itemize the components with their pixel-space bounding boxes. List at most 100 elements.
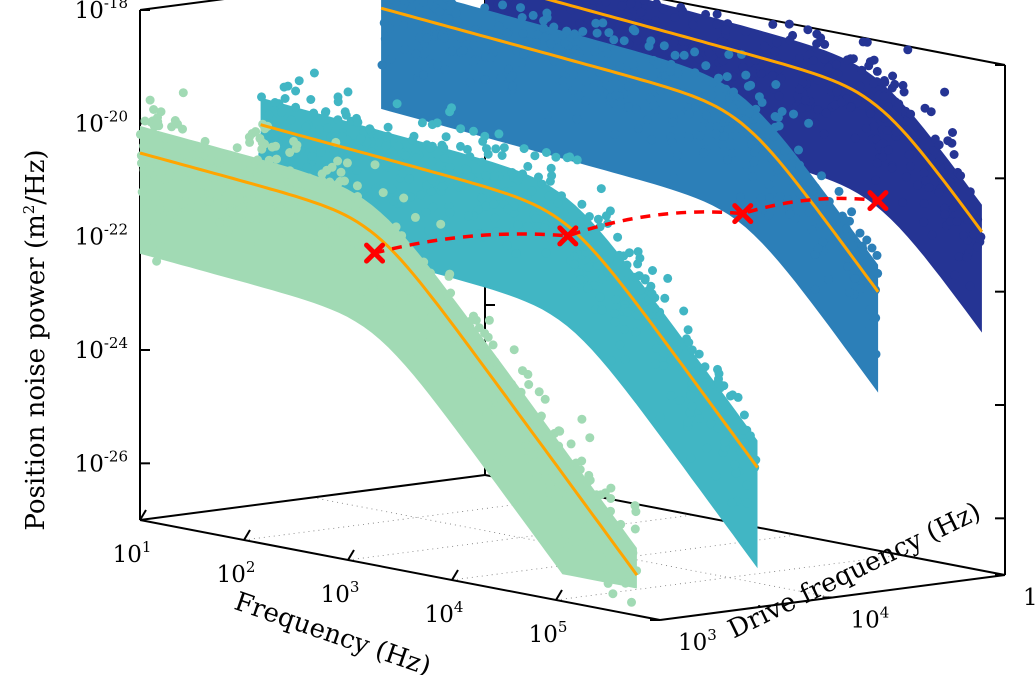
data-point bbox=[610, 129, 620, 139]
data-point bbox=[797, 103, 806, 113]
data-point bbox=[549, 56, 559, 66]
data-point bbox=[448, 340, 458, 350]
data-point bbox=[584, 233, 594, 243]
data-point bbox=[493, 453, 503, 463]
data-point bbox=[624, 248, 634, 258]
data-point bbox=[660, 293, 670, 303]
data-point bbox=[327, 162, 337, 172]
data-point bbox=[770, 112, 780, 121]
data-point bbox=[309, 68, 319, 78]
data-point bbox=[869, 78, 879, 88]
data-point bbox=[422, 33, 432, 43]
data-point bbox=[401, 151, 410, 160]
data-point bbox=[416, 190, 426, 200]
data-point bbox=[371, 183, 381, 193]
data-point bbox=[397, 3, 407, 13]
data-point bbox=[309, 108, 319, 118]
data-point bbox=[478, 26, 488, 35]
data-point bbox=[427, 175, 437, 185]
data-point bbox=[306, 95, 316, 104]
data-point bbox=[532, 472, 542, 481]
data-point bbox=[649, 100, 659, 110]
data-point bbox=[704, 48, 714, 58]
data-point bbox=[406, 192, 415, 202]
data-point bbox=[200, 136, 210, 146]
data-point bbox=[481, 171, 491, 181]
data-point bbox=[772, 38, 782, 48]
data-point bbox=[471, 25, 481, 34]
data-point bbox=[356, 134, 366, 144]
data-point bbox=[352, 165, 362, 175]
data-point bbox=[683, 417, 693, 427]
data-point bbox=[774, 121, 784, 131]
data-point bbox=[482, 410, 492, 419]
x-tick-mark-4 bbox=[555, 589, 563, 601]
data-point bbox=[651, 359, 660, 369]
data-point bbox=[343, 87, 353, 97]
data-point bbox=[544, 191, 554, 201]
data-point bbox=[872, 158, 882, 168]
data-point bbox=[383, 122, 393, 132]
x-tick-mark-0 bbox=[139, 509, 147, 521]
x-tick-mark-1 bbox=[243, 529, 251, 541]
data-point bbox=[714, 369, 724, 379]
data-point bbox=[741, 160, 751, 170]
data-point bbox=[279, 82, 289, 92]
data-point bbox=[444, 366, 454, 376]
data-point bbox=[686, 390, 696, 400]
data-point bbox=[546, 234, 556, 244]
data-point bbox=[333, 97, 343, 107]
data-point bbox=[636, 285, 646, 295]
top-back-edge bbox=[661, 0, 1006, 66]
data-point bbox=[608, 589, 618, 599]
data-point bbox=[542, 8, 552, 18]
x-tick-mark-3 bbox=[451, 569, 459, 581]
data-point bbox=[742, 480, 752, 490]
data-point bbox=[294, 76, 304, 86]
data-point bbox=[927, 230, 937, 240]
data-point bbox=[336, 167, 346, 177]
data-point bbox=[712, 9, 722, 19]
data-point bbox=[539, 0, 545, 1]
series-2 bbox=[377, 0, 883, 393]
data-point bbox=[533, 417, 543, 427]
data-point bbox=[720, 131, 730, 141]
data-point bbox=[825, 241, 835, 251]
data-point bbox=[552, 509, 562, 519]
data-point bbox=[234, 211, 244, 221]
data-point bbox=[419, 257, 429, 267]
data-point bbox=[303, 139, 313, 149]
data-point bbox=[486, 28, 495, 38]
data-point bbox=[357, 286, 367, 296]
data-point bbox=[605, 206, 615, 216]
data-point bbox=[424, 327, 434, 336]
data-point bbox=[513, 220, 523, 230]
data-point bbox=[534, 172, 543, 182]
data-point bbox=[502, 381, 512, 391]
x-tick-label-2: 103 bbox=[321, 578, 360, 608]
data-point bbox=[447, 0, 457, 9]
data-point bbox=[648, 266, 657, 275]
data-point bbox=[374, 300, 384, 310]
data-point bbox=[593, 261, 603, 270]
data-point bbox=[891, 127, 901, 137]
data-point bbox=[321, 107, 331, 117]
data-point bbox=[341, 110, 351, 120]
data-point bbox=[456, 141, 465, 151]
data-point bbox=[624, 102, 633, 112]
data-point bbox=[871, 313, 881, 323]
data-point bbox=[257, 92, 266, 102]
data-point bbox=[666, 355, 676, 365]
data-point bbox=[878, 152, 888, 162]
data-point bbox=[517, 58, 527, 68]
data-point bbox=[669, 37, 679, 47]
data-point bbox=[405, 249, 415, 259]
data-point bbox=[381, 161, 391, 170]
data-point bbox=[280, 94, 290, 103]
data-point bbox=[385, 24, 395, 33]
data-point bbox=[380, 267, 390, 277]
data-point bbox=[856, 284, 866, 294]
data-point bbox=[545, 488, 555, 498]
data-point bbox=[906, 161, 916, 171]
data-point bbox=[598, 18, 608, 28]
